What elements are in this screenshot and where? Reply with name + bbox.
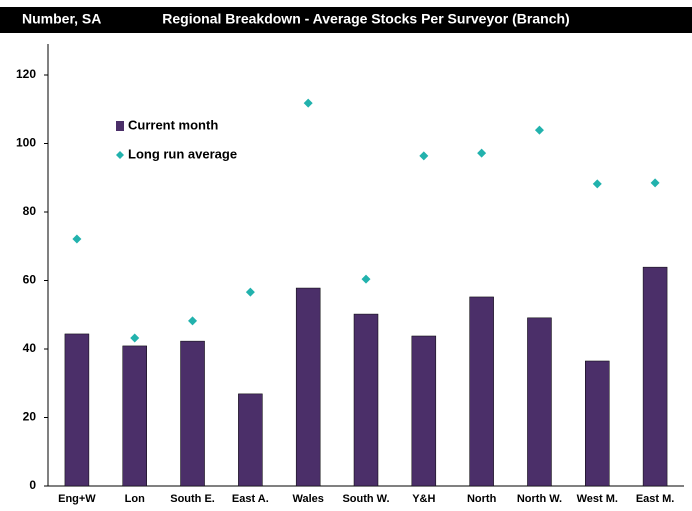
chart-title: Regional Breakdown - Average Stocks Per … [162, 11, 569, 27]
x-tick-label: East M. [636, 493, 675, 505]
x-tick-label: North W. [517, 493, 562, 505]
bar [64, 333, 90, 487]
x-tick-label: South W. [342, 493, 389, 505]
x-tick-label: Wales [292, 493, 323, 505]
legend-swatch [116, 121, 124, 131]
x-tick-label: South E. [170, 493, 215, 505]
x-tick-label: Eng+W [58, 493, 96, 505]
bar [411, 335, 437, 487]
marker [188, 316, 198, 326]
marker [303, 98, 313, 108]
bar [238, 393, 263, 487]
marker [592, 179, 602, 189]
marker [650, 178, 660, 188]
legend-swatch [116, 151, 124, 159]
marker [534, 125, 544, 135]
legend-label: Long run average [128, 146, 237, 161]
y-tick-label: 0 [29, 478, 36, 492]
y-tick-label: 40 [23, 341, 37, 355]
bar [585, 360, 610, 487]
x-tick-label: North [467, 493, 497, 505]
x-tick-label: West M. [577, 493, 618, 505]
chart-subtitle: Number, SA [22, 11, 101, 27]
y-tick-label: 60 [23, 273, 37, 287]
legend-label: Current month [128, 117, 218, 132]
x-tick-label: East A. [232, 493, 269, 505]
y-tick-label: 80 [23, 204, 37, 218]
x-tick-label: Y&H [412, 493, 435, 505]
bar [353, 313, 379, 487]
bar [527, 317, 552, 487]
marker [361, 274, 371, 284]
bar [469, 296, 494, 487]
bar [122, 345, 147, 487]
marker [245, 287, 255, 297]
y-tick-label: 120 [16, 67, 36, 81]
x-tick-label: Lon [125, 493, 145, 505]
marker [72, 234, 82, 244]
marker [477, 148, 487, 158]
y-tick-label: 20 [23, 410, 37, 424]
bar [180, 340, 205, 487]
bar [642, 266, 668, 487]
bar [295, 287, 321, 487]
marker [419, 151, 429, 161]
y-tick-label: 100 [16, 136, 36, 150]
marker [130, 333, 140, 343]
header-bar [0, 7, 692, 33]
